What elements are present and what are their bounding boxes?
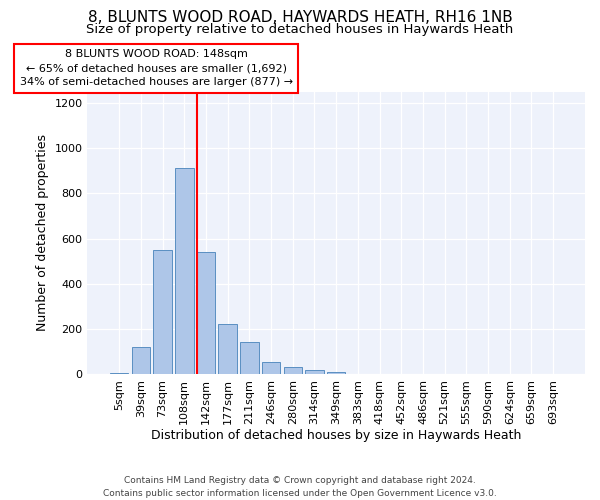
Bar (110, 373, 128, 374)
Bar (284, 367, 302, 374)
Bar (327, 372, 346, 374)
Y-axis label: Number of detached properties: Number of detached properties (36, 134, 49, 332)
Text: Contains HM Land Registry data © Crown copyright and database right 2024.
Contai: Contains HM Land Registry data © Crown c… (103, 476, 497, 498)
Text: Size of property relative to detached houses in Haywards Heath: Size of property relative to detached ho… (86, 22, 514, 36)
Bar (131, 347, 150, 374)
Bar (262, 362, 280, 374)
Bar (240, 342, 259, 374)
Text: 8, BLUNTS WOOD ROAD, HAYWARDS HEATH, RH16 1NB: 8, BLUNTS WOOD ROAD, HAYWARDS HEATH, RH1… (88, 10, 512, 25)
Bar (305, 370, 323, 374)
X-axis label: Distribution of detached houses by size in Haywards Heath: Distribution of detached houses by size … (151, 430, 521, 442)
Bar (154, 250, 172, 374)
Bar (218, 324, 237, 374)
Bar (197, 252, 215, 374)
Text: 8 BLUNTS WOOD ROAD: 148sqm
← 65% of detached houses are smaller (1,692)
34% of s: 8 BLUNTS WOOD ROAD: 148sqm ← 65% of deta… (20, 49, 293, 87)
Bar (175, 168, 194, 374)
